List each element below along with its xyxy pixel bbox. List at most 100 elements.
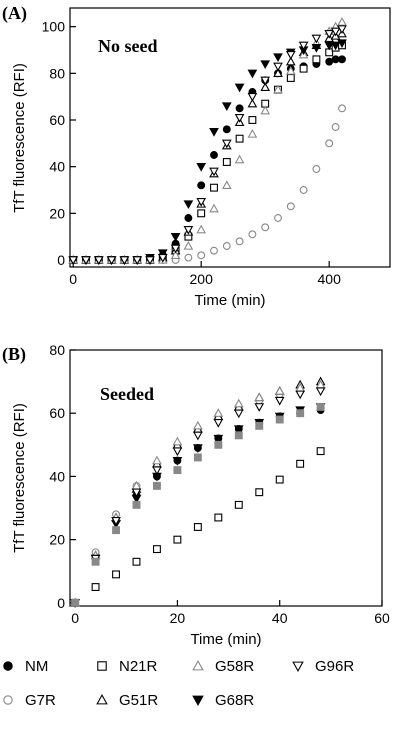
panel-b-x-tick-label: 20	[170, 610, 186, 626]
panel-a-point-g68r	[234, 83, 245, 93]
panel-b-point-n21r	[173, 535, 182, 544]
panel-a-y-tick-label: 20	[49, 205, 65, 221]
panel-a-point-g96r	[234, 113, 245, 123]
panel-a-point-g7r	[325, 139, 334, 148]
panel-b-point-unlabeled	[112, 526, 120, 535]
panel-b-point-n21r	[132, 557, 141, 566]
panel-b-y-tick-label: 20	[49, 532, 65, 548]
legend-label-n21r: N21R	[119, 658, 158, 675]
legend-label-g68r: G68R	[215, 692, 254, 709]
panel-a-point-g96r	[145, 256, 155, 266]
panel-a-point-g68r	[273, 53, 283, 63]
panel-a-point-g7r	[197, 251, 206, 260]
panel-a-point-g7r	[312, 165, 321, 173]
panel-a-point-g58r	[247, 128, 258, 138]
panel-a-point-nm	[325, 57, 334, 66]
panel-a-point-nm	[210, 151, 218, 159]
panel-a-point-g58r	[260, 105, 271, 115]
panel-b-point-g96r	[274, 396, 285, 406]
panel-a-point-g68r	[311, 43, 322, 53]
panel-a-point-g96r	[170, 244, 181, 254]
panel-a-point-g7r	[261, 223, 270, 232]
panel-b-point-unlabeled	[275, 415, 284, 424]
panel-a-point-g68r	[330, 41, 341, 51]
panel-a-point-g96r	[81, 256, 91, 266]
panel-b-point-n21r	[316, 447, 325, 456]
panel-b-point-n21r	[255, 488, 264, 497]
panel-b-point-g68r	[193, 444, 203, 454]
panel-a-point-g7r	[274, 214, 282, 222]
panel-b-point-g58r	[213, 408, 224, 417]
panel-b-point-g96r	[131, 488, 142, 498]
panel-a-point-g7r	[331, 123, 340, 131]
panel-a-point-g68r	[157, 249, 168, 259]
panel-b-point-g58r	[193, 420, 203, 430]
panel-a-point-nm	[338, 55, 346, 64]
panel-a-point-n21r	[299, 64, 308, 73]
panel-a-point-g58r	[196, 224, 207, 234]
panel-a: (A) No seed 0 200 400 0 20 40 60 80 100 Time (mi…	[2, 3, 391, 309]
panel-a-point-nm	[197, 181, 206, 190]
panel-b-annotation: Seeded	[100, 384, 154, 404]
panel-b-point-g96r	[295, 390, 306, 400]
legend: NM N21R G58R G96R G7R G51R G68R	[3, 658, 354, 709]
panel-a-point-g51r	[285, 56, 296, 66]
panel-a-point-g96r	[298, 41, 309, 51]
panel-a-point-g7r	[210, 246, 218, 255]
panel-b-point-g96r	[111, 516, 121, 526]
panel-b-point-unlabeled	[316, 402, 325, 411]
panel-b-point-n21r	[275, 475, 284, 484]
panel-b-point-n21r	[296, 459, 305, 468]
panel-a-point-g68r	[170, 232, 181, 242]
legend-marker-g7r	[3, 695, 13, 705]
panel-b-point-unlabeled	[234, 431, 243, 440]
panel-b-x-axis-title: Time (min)	[190, 631, 261, 648]
panel-a-point-g68r	[260, 60, 271, 70]
panel-a-point-g7r	[222, 242, 231, 250]
legend-marker-g96r	[292, 661, 304, 672]
panel-a-point-nm	[331, 55, 340, 64]
panel-b-point-g96r	[233, 409, 244, 419]
panel-a-x-axis-title: Time (min)	[194, 292, 265, 309]
panel-a-point-g96r	[273, 62, 283, 72]
panel-a-point-g68r	[183, 200, 194, 210]
panel-b-point-unlabeled	[173, 466, 182, 475]
panel-a-point-g58r	[273, 84, 283, 94]
panel-a-point-g58r	[209, 203, 219, 213]
panel-b-point-unlabeled	[255, 421, 264, 430]
panel-b-point-g58r	[254, 392, 265, 402]
panel-b-point-n21r	[112, 570, 120, 579]
panel-a-point-g58r	[337, 16, 347, 26]
legend-marker-nm	[3, 661, 13, 671]
panel-b-point-unlabeled	[193, 453, 202, 462]
panel-a-y-tick-label: 0	[57, 252, 65, 268]
panel-a-y-tick-label: 100	[42, 19, 66, 35]
panel-b-x-tick-label: 60	[374, 610, 390, 626]
panel-a-point-g7r	[248, 230, 257, 239]
panel-a-x-tick-label: 400	[318, 271, 342, 287]
panel-a-point-g58r	[183, 240, 194, 250]
panel-a-point-g7r	[338, 104, 346, 113]
panel-b-point-g68r	[233, 425, 244, 435]
panel-a-point-g96r	[311, 34, 322, 44]
panel-a-point-n21r	[235, 134, 244, 143]
panel-a-point-g96r	[209, 167, 219, 177]
panel-a-point-g96r	[157, 253, 168, 263]
panel-a-point-g68r	[209, 127, 219, 137]
panel-a-label: (A)	[2, 3, 27, 24]
panel-a-point-g7r	[299, 186, 308, 194]
panel-a-point-g68r	[247, 69, 258, 79]
panel-b-point-g96r	[254, 403, 265, 412]
panel-a-point-g96r	[247, 92, 258, 102]
legend-label-nm: NM	[25, 658, 48, 675]
panel-a-point-g96r	[183, 225, 194, 235]
legend-label-g96r: G96R	[315, 658, 354, 675]
panel-a-point-g51r	[247, 98, 258, 108]
panel-b-point-unlabeled	[214, 440, 223, 449]
panel-a-x-tick-label: 200	[190, 271, 214, 287]
panel-b-x-tick-label: 0	[71, 610, 79, 626]
panel-a-point-g58r	[234, 154, 245, 164]
panel-b-point-g58r	[172, 436, 183, 446]
panel-b-point-g58r	[233, 398, 244, 408]
